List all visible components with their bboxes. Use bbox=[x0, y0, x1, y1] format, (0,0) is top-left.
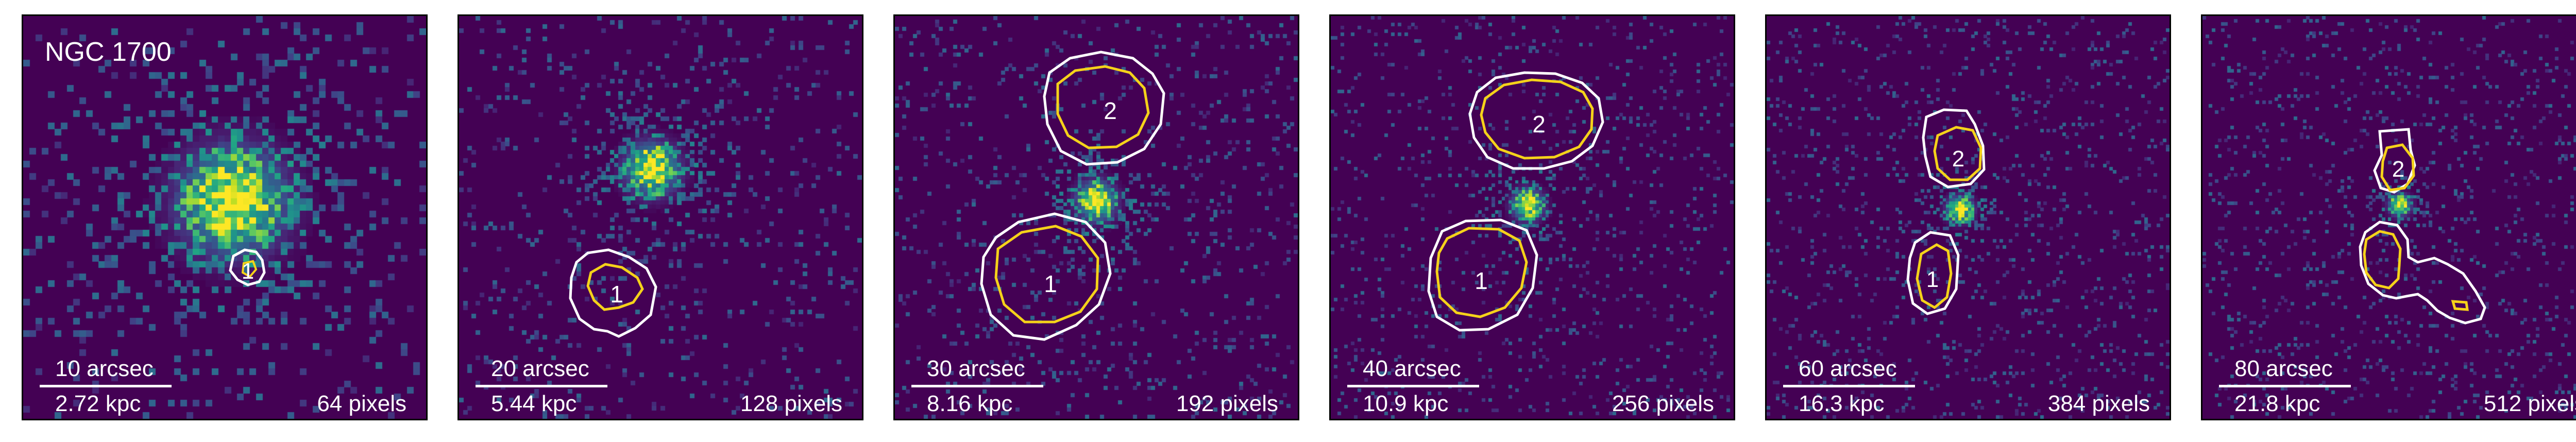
angular-scale-label: 60 arcsec bbox=[1799, 356, 1897, 381]
region-1-outer-contour bbox=[1906, 231, 1960, 315]
region-2-inner-contour bbox=[1933, 126, 1982, 181]
physical-scale-label: 16.3 kpc bbox=[1799, 391, 1885, 416]
region-2-outer-contour bbox=[1468, 71, 1604, 170]
angular-scale-label: 40 arcsec bbox=[1363, 356, 1461, 381]
region-1-outer-contour bbox=[229, 248, 266, 286]
scale-bar bbox=[1347, 385, 1479, 387]
region-label-2: 2 bbox=[1532, 111, 1546, 138]
image-panel-2: 1 20 arcsec 5.44 kpc 128 pixels bbox=[457, 14, 863, 420]
region-1-inner-contour bbox=[241, 260, 258, 278]
image-size-label: 512 pixels bbox=[2483, 391, 2576, 416]
image-size-label: 192 pixels bbox=[1176, 391, 1278, 416]
region-1-outer-contour bbox=[569, 248, 657, 338]
region-2-inner-contour bbox=[1480, 78, 1594, 160]
region-1-outer-contour bbox=[1427, 218, 1538, 332]
region-overlay: 2 bbox=[2359, 128, 2486, 325]
scale-bar bbox=[2219, 385, 2351, 387]
scale-bar bbox=[911, 385, 1043, 387]
region-overlay: 1 bbox=[569, 248, 657, 338]
region-overlay: 2 1 bbox=[980, 50, 1165, 341]
physical-scale-label: 21.8 kpc bbox=[2234, 391, 2320, 416]
region-label-1: 1 bbox=[610, 281, 623, 308]
region-1-inner-contour bbox=[994, 225, 1099, 324]
region-2-inner-contour bbox=[1056, 65, 1150, 149]
region-2-outer-contour bbox=[1922, 108, 1986, 189]
scale-bar bbox=[1783, 385, 1915, 387]
angular-scale-label: 30 arcsec bbox=[927, 356, 1025, 381]
region-label-2: 2 bbox=[1104, 97, 1117, 124]
xray-image bbox=[23, 16, 426, 419]
region-label-1: 1 bbox=[1475, 267, 1488, 294]
physical-scale-label: 10.9 kpc bbox=[1363, 391, 1449, 416]
region-label-2: 2 bbox=[2392, 157, 2404, 182]
region-overlay: 2 1 bbox=[1427, 71, 1604, 332]
region-label-2: 2 bbox=[1952, 146, 1964, 172]
region-label-1: 1 bbox=[1044, 270, 1057, 297]
region-1-inner-contour bbox=[1916, 243, 1953, 310]
region-label-1: 1 bbox=[1926, 267, 1939, 292]
region-1-inner-contour bbox=[1435, 227, 1528, 318]
region-label-1: 1 bbox=[242, 259, 254, 284]
region-lower-inner-knot bbox=[2451, 300, 2469, 311]
region-lower-outer-contour bbox=[2359, 220, 2486, 325]
region-overlay: 1 bbox=[229, 248, 266, 286]
region-2-inner-contour bbox=[2380, 143, 2415, 192]
xray-image bbox=[459, 16, 862, 419]
xray-image bbox=[2202, 16, 2576, 419]
region-lower-inner-contour bbox=[2363, 230, 2402, 290]
angular-scale-label: 10 arcsec bbox=[55, 356, 154, 381]
image-panel-1: 1 NGC 1700 10 arcsec 2.72 kpc 64 pixels bbox=[22, 14, 428, 420]
region-2-outer-contour bbox=[1043, 50, 1165, 166]
object-title: NGC 1700 bbox=[45, 37, 172, 67]
region-1-inner-contour bbox=[586, 263, 644, 311]
scale-bar bbox=[40, 385, 172, 387]
xray-image bbox=[895, 16, 1298, 419]
physical-scale-label: 2.72 kpc bbox=[55, 391, 141, 416]
image-size-label: 128 pixels bbox=[740, 391, 842, 416]
region-1-outer-contour bbox=[980, 212, 1112, 341]
image-panel-5: 2 1 60 arcsec 16.3 kpc 384 pixels bbox=[1765, 14, 2171, 420]
physical-scale-label: 5.44 kpc bbox=[491, 391, 577, 416]
xray-image bbox=[1767, 16, 2170, 419]
region-overlay: 2 1 bbox=[1906, 108, 1986, 315]
xray-image bbox=[1331, 16, 1734, 419]
physical-scale-label: 8.16 kpc bbox=[927, 391, 1013, 416]
image-panel-6: 2 80 arcsec 21.8 kpc 512 pixels bbox=[2201, 14, 2576, 420]
image-panel-4: 2 1 40 arcsec 10.9 kpc 256 pixels bbox=[1329, 14, 1735, 420]
scale-bar bbox=[476, 385, 607, 387]
image-size-label: 256 pixels bbox=[1612, 391, 1714, 416]
image-panel-3: 2 1 30 arcsec 8.16 kpc 192 pixels bbox=[893, 14, 1299, 420]
angular-scale-label: 20 arcsec bbox=[491, 356, 589, 381]
angular-scale-label: 80 arcsec bbox=[2234, 356, 2333, 381]
image-size-label: 64 pixels bbox=[317, 391, 406, 416]
image-size-label: 384 pixels bbox=[2047, 391, 2150, 416]
